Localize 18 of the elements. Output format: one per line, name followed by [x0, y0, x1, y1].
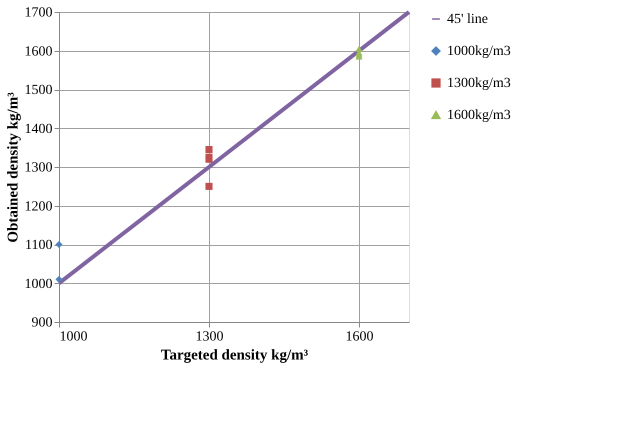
x-axis-title: Targeted density kg/m³ — [160, 348, 309, 364]
legend-label: 1000kg/m3 — [447, 44, 511, 59]
y-tick-label: 1500 — [24, 83, 52, 98]
y-tick-label: 1200 — [24, 199, 52, 214]
y-tick-label: 900 — [32, 316, 52, 330]
legend-label: 45' line — [447, 12, 488, 27]
y-tick-label: 1600 — [24, 44, 52, 60]
legend-label: 1600kg/m3 — [447, 108, 511, 123]
y-tick-label: 1300 — [24, 160, 52, 176]
x-tick-label: 1000 — [60, 330, 88, 344]
y-tick-label: 1100 — [25, 238, 52, 253]
y-tick-label: 1400 — [24, 122, 52, 137]
legend-label: 1300kg/m3 — [447, 76, 511, 91]
x-tick-label: 1600 — [346, 330, 374, 344]
y-tick-label: 1000 — [24, 276, 52, 292]
y-axis-title: Obtained density kg/m³ — [6, 92, 22, 243]
y-tick-label: 1700 — [24, 6, 52, 20]
x-tick-label: 1300 — [196, 330, 224, 344]
